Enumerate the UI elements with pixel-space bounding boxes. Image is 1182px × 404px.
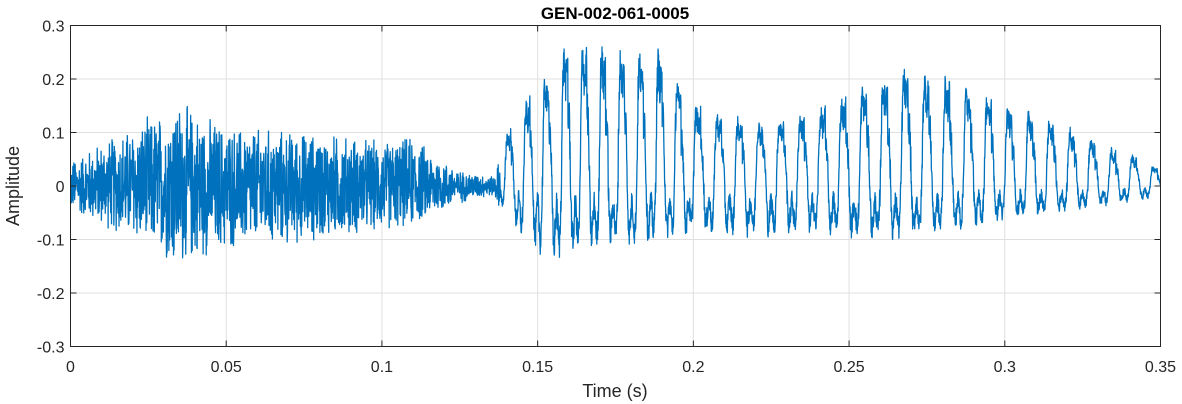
y-tick-label: 0 bbox=[56, 179, 65, 196]
x-tick-label: 0.2 bbox=[682, 359, 704, 376]
x-tick-label: 0.35 bbox=[1145, 359, 1176, 376]
y-axis: -0.3 -0.2 -0.1 0 0.1 0.2 0.3 bbox=[37, 19, 1161, 357]
x-tick-label: 0.3 bbox=[994, 359, 1016, 376]
y-axis-title: Amplitude bbox=[3, 146, 23, 226]
y-tick-label: 0.3 bbox=[42, 19, 64, 36]
y-tick-label: -0.3 bbox=[37, 340, 65, 357]
x-tick-label: 0.05 bbox=[211, 359, 242, 376]
signal-series bbox=[69, 46, 1161, 259]
x-axis-title: Time (s) bbox=[582, 381, 647, 401]
x-tick-label: 0.15 bbox=[522, 359, 553, 376]
x-axis: 0 0.05 0.1 0.15 0.2 0.25 0.3 0.35 bbox=[66, 25, 1176, 376]
x-tick-label: 0.25 bbox=[834, 359, 865, 376]
waveform-line bbox=[69, 46, 1161, 259]
y-tick-label: -0.2 bbox=[37, 286, 65, 303]
x-tick-label: 0.1 bbox=[371, 359, 393, 376]
y-tick-label: 0.2 bbox=[42, 72, 64, 89]
x-tick-label: 0 bbox=[66, 359, 75, 376]
y-tick-label: -0.1 bbox=[37, 233, 65, 250]
chart-title: GEN-002-061-0005 bbox=[541, 4, 689, 23]
y-tick-label: 0.1 bbox=[42, 126, 64, 143]
